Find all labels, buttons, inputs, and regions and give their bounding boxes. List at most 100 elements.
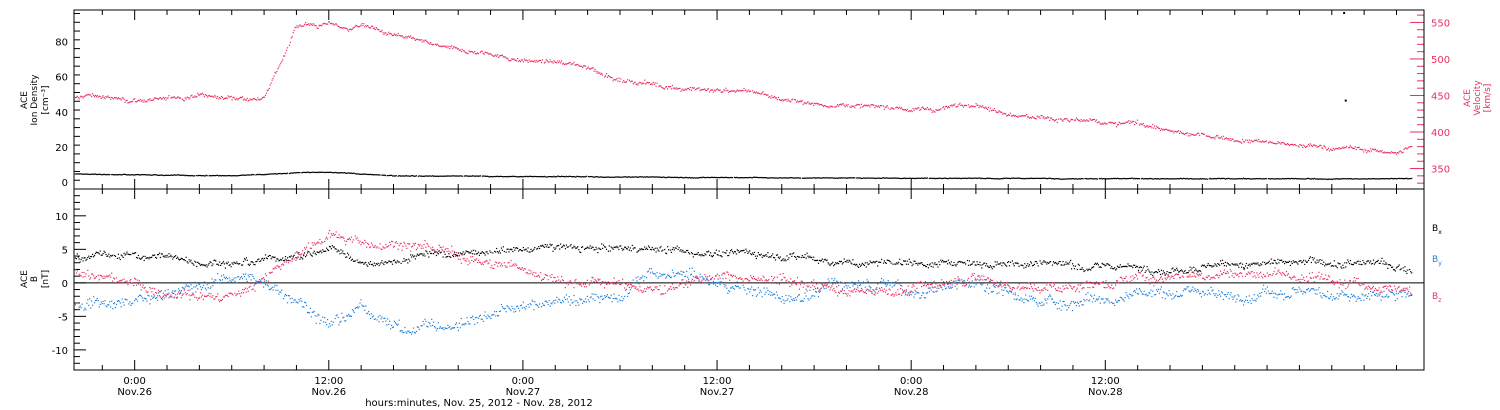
- data-point: [702, 277, 704, 279]
- data-point: [924, 265, 927, 267]
- data-point: [1206, 135, 1208, 137]
- data-point: [193, 264, 195, 266]
- data-point: [78, 306, 80, 308]
- data-point: [852, 106, 854, 108]
- data-point: [1364, 178, 1366, 180]
- data-point: [843, 104, 845, 107]
- data-point: [508, 176, 510, 178]
- data-point: [738, 287, 740, 289]
- data-point: [494, 55, 496, 57]
- data-point: [1072, 178, 1074, 180]
- data-point: [448, 175, 450, 177]
- data-point: [813, 256, 815, 258]
- data-point: [1040, 115, 1042, 117]
- data-point: [117, 174, 119, 176]
- data-point: [1287, 177, 1289, 180]
- data-point: [665, 176, 667, 179]
- data-point: [1027, 178, 1029, 180]
- data-point: [1346, 262, 1348, 264]
- data-point: [259, 173, 261, 175]
- data-point: [992, 109, 994, 111]
- data-point: [530, 248, 532, 250]
- data-point: [802, 256, 804, 258]
- data-point: [81, 257, 83, 259]
- data-point: [873, 261, 875, 263]
- data-point: [836, 105, 838, 107]
- data-point: [391, 33, 393, 35]
- data-point: [500, 247, 502, 249]
- data-point: [996, 178, 998, 180]
- data-point: [1324, 145, 1326, 147]
- data-point: [810, 297, 812, 299]
- data-point: [739, 287, 741, 289]
- data-point: [391, 174, 393, 176]
- data-point: [185, 98, 187, 100]
- data-point: [424, 318, 426, 320]
- data-point: [775, 97, 778, 99]
- data-point: [588, 301, 590, 303]
- data-point: [88, 93, 90, 95]
- data-point: [1284, 263, 1286, 265]
- data-point: [1129, 265, 1131, 267]
- data-point: [1090, 119, 1092, 121]
- data-point: [1367, 260, 1369, 262]
- data-point: [488, 316, 490, 318]
- data-point: [205, 94, 207, 96]
- data-point: [628, 249, 630, 251]
- data-point: [632, 248, 634, 250]
- data-point: [902, 177, 904, 179]
- data-point: [404, 37, 406, 39]
- data-point: [1238, 266, 1240, 268]
- data-point: [1337, 178, 1339, 180]
- data-point: [1274, 143, 1276, 145]
- data-point: [442, 256, 444, 258]
- data-point: [884, 262, 886, 264]
- data-point: [178, 259, 181, 261]
- data-point: [715, 176, 717, 178]
- data-point: [1202, 133, 1204, 135]
- data-point: [1037, 116, 1039, 118]
- data-point: [339, 253, 341, 255]
- data-point: [112, 308, 114, 310]
- data-point: [1089, 178, 1091, 180]
- data-point: [86, 302, 88, 304]
- data-point: [554, 61, 556, 63]
- data-point: [548, 300, 550, 302]
- data-point: [340, 320, 342, 322]
- data-point: [822, 261, 824, 263]
- data-point: [1026, 265, 1028, 267]
- data-point: [719, 89, 721, 91]
- data-point: [232, 263, 234, 265]
- data-point: [719, 284, 721, 286]
- data-point: [976, 261, 978, 263]
- data-point: [525, 175, 527, 177]
- data-point: [235, 175, 237, 177]
- data-point: [1109, 121, 1111, 123]
- data-point: [533, 61, 535, 63]
- data-point: [1217, 263, 1219, 265]
- data-point: [113, 98, 115, 100]
- data-point: [103, 250, 105, 252]
- data-point: [698, 177, 700, 179]
- data-point: [1260, 178, 1262, 180]
- data-point: [397, 323, 399, 325]
- data-point: [1030, 262, 1033, 264]
- data-point: [289, 172, 291, 174]
- data-point: [1390, 178, 1392, 180]
- data-point: [95, 299, 97, 301]
- data-point: [487, 253, 489, 255]
- data-point: [1052, 178, 1055, 180]
- data-point: [618, 294, 620, 296]
- data-point: [497, 252, 500, 254]
- data-point: [1225, 265, 1227, 267]
- data-point: [971, 106, 973, 108]
- data-point: [726, 249, 728, 252]
- data-point: [422, 175, 424, 177]
- data-point: [1237, 264, 1239, 266]
- data-point: [582, 176, 585, 178]
- data-point: [322, 171, 324, 173]
- data-point: [205, 289, 207, 291]
- data-point: [999, 178, 1001, 180]
- data-point: [104, 98, 106, 100]
- data-point: [324, 250, 326, 252]
